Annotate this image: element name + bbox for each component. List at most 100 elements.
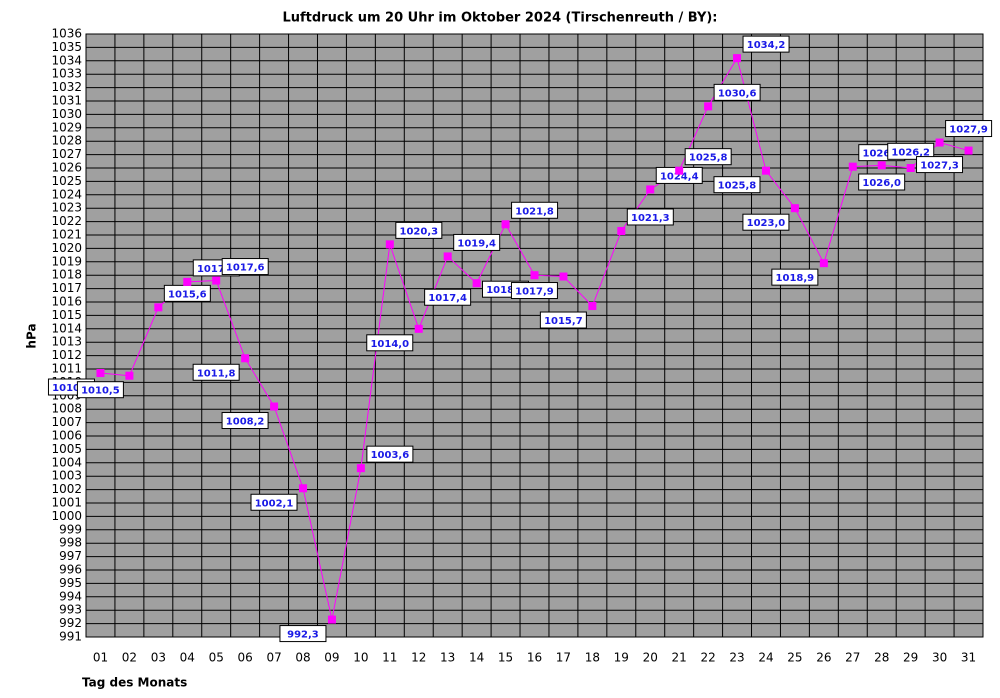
x-tick-label: 31	[961, 651, 976, 665]
value-label-text: 1034,2	[747, 40, 786, 51]
x-tick-label: 10	[353, 651, 368, 665]
value-label: 1015,7	[539, 311, 587, 329]
x-tick-label: 23	[729, 651, 744, 665]
value-label-box	[626, 208, 674, 226]
x-tick-label: 20	[643, 651, 658, 665]
x-tick-label: 27	[845, 651, 860, 665]
y-tick-label: 1017	[51, 281, 82, 295]
value-label-text: 1020,3	[400, 226, 439, 237]
x-tick-label: 06	[238, 651, 253, 665]
y-tick-label: 1018	[51, 268, 82, 282]
value-label: 1017,6	[221, 258, 269, 276]
value-label-box	[713, 83, 761, 101]
value-label-text: 1002,1	[255, 498, 294, 509]
value-label-text: 1026,1	[862, 149, 901, 160]
value-label: 1025,8	[713, 176, 761, 194]
value-label-box	[221, 258, 269, 276]
value-label: 1010,5	[76, 381, 124, 399]
data-point	[617, 226, 626, 235]
value-label: 1018,9	[771, 268, 819, 286]
data-point	[327, 615, 336, 624]
x-tick-label: 30	[932, 651, 947, 665]
x-tick-label: 11	[382, 651, 397, 665]
x-tick-label: 25	[787, 651, 802, 665]
value-label: 1026,2	[887, 142, 935, 160]
x-tick-label: 12	[411, 651, 426, 665]
y-tick-label: 1021	[51, 228, 82, 242]
y-tick-label: 993	[59, 603, 82, 617]
data-point	[212, 276, 221, 285]
value-label-box	[221, 412, 269, 430]
x-tick-label: 03	[151, 651, 166, 665]
value-label-box	[424, 288, 472, 306]
value-label-text: 1014,0	[370, 339, 409, 350]
data-point	[443, 252, 452, 261]
x-axis-label: Tag des Monats	[82, 676, 187, 690]
value-label-box	[539, 311, 587, 329]
value-label-box	[453, 233, 501, 251]
x-tick-label: 28	[874, 651, 889, 665]
value-label-text: 1018,9	[776, 273, 815, 284]
y-tick-label: 1026	[51, 161, 82, 175]
x-tick-label: 19	[614, 651, 629, 665]
y-tick-label: 1029	[51, 120, 82, 134]
y-tick-label: 1020	[51, 241, 82, 255]
value-label: 1030,6	[713, 83, 761, 101]
data-point	[559, 272, 568, 281]
y-tick-label: 1035	[51, 40, 82, 54]
y-tick-label: 1022	[51, 214, 82, 228]
value-label-box	[511, 201, 559, 219]
data-point	[964, 146, 973, 155]
value-label-box	[279, 625, 327, 643]
plot-background	[86, 34, 983, 637]
value-label: 1027,3	[916, 156, 964, 174]
y-tick-label: 996	[59, 563, 82, 577]
value-label-text: 1011,8	[197, 368, 236, 379]
value-label-text: 992,3	[287, 630, 319, 641]
x-tick-label: 14	[469, 651, 484, 665]
value-label-box	[742, 213, 790, 231]
y-tick-label: 1008	[51, 402, 82, 416]
data-point	[356, 464, 365, 473]
value-label-box	[742, 35, 790, 53]
value-label-box	[250, 493, 298, 511]
data-point	[96, 369, 105, 378]
value-label: 1008,2	[221, 412, 269, 430]
value-label-text: 1030,6	[718, 88, 757, 99]
x-tick-label: 21	[672, 651, 687, 665]
data-point	[790, 204, 799, 213]
value-label: 1017,9	[510, 282, 558, 300]
value-label-box	[858, 173, 906, 191]
value-label-box	[510, 282, 558, 300]
value-label-text: 1019,4	[457, 238, 496, 249]
data-point	[270, 402, 279, 411]
data-point	[183, 277, 192, 286]
data-point	[125, 371, 134, 380]
y-tick-label: 997	[59, 549, 82, 563]
y-tick-label: 1025	[51, 174, 82, 188]
x-tick-label: 04	[180, 651, 195, 665]
value-label-text: 1023,0	[747, 218, 786, 229]
value-label-box	[366, 334, 414, 352]
y-tick-label: 1023	[51, 201, 82, 215]
value-label: 1003,6	[366, 445, 414, 463]
y-tick-label: 1033	[51, 67, 82, 81]
value-label-box	[192, 363, 240, 381]
x-tick-label: 26	[816, 651, 831, 665]
y-tick-label: 999	[59, 522, 82, 536]
value-label: 1034,2	[742, 35, 790, 53]
value-label-text: 1021,8	[515, 206, 554, 217]
y-tick-label: 1001	[51, 496, 82, 510]
x-tick-label: 09	[324, 651, 339, 665]
value-label-text: 1025,8	[718, 181, 757, 192]
x-tick-label: 22	[700, 651, 715, 665]
value-label-box	[366, 445, 414, 463]
data-point	[385, 240, 394, 249]
x-tick-label: 02	[122, 651, 137, 665]
x-tick-label: 01	[93, 651, 108, 665]
value-label-text: 1010,5	[81, 386, 120, 397]
value-label-text: 1025,8	[689, 153, 728, 164]
y-tick-label: 1002	[51, 482, 82, 496]
